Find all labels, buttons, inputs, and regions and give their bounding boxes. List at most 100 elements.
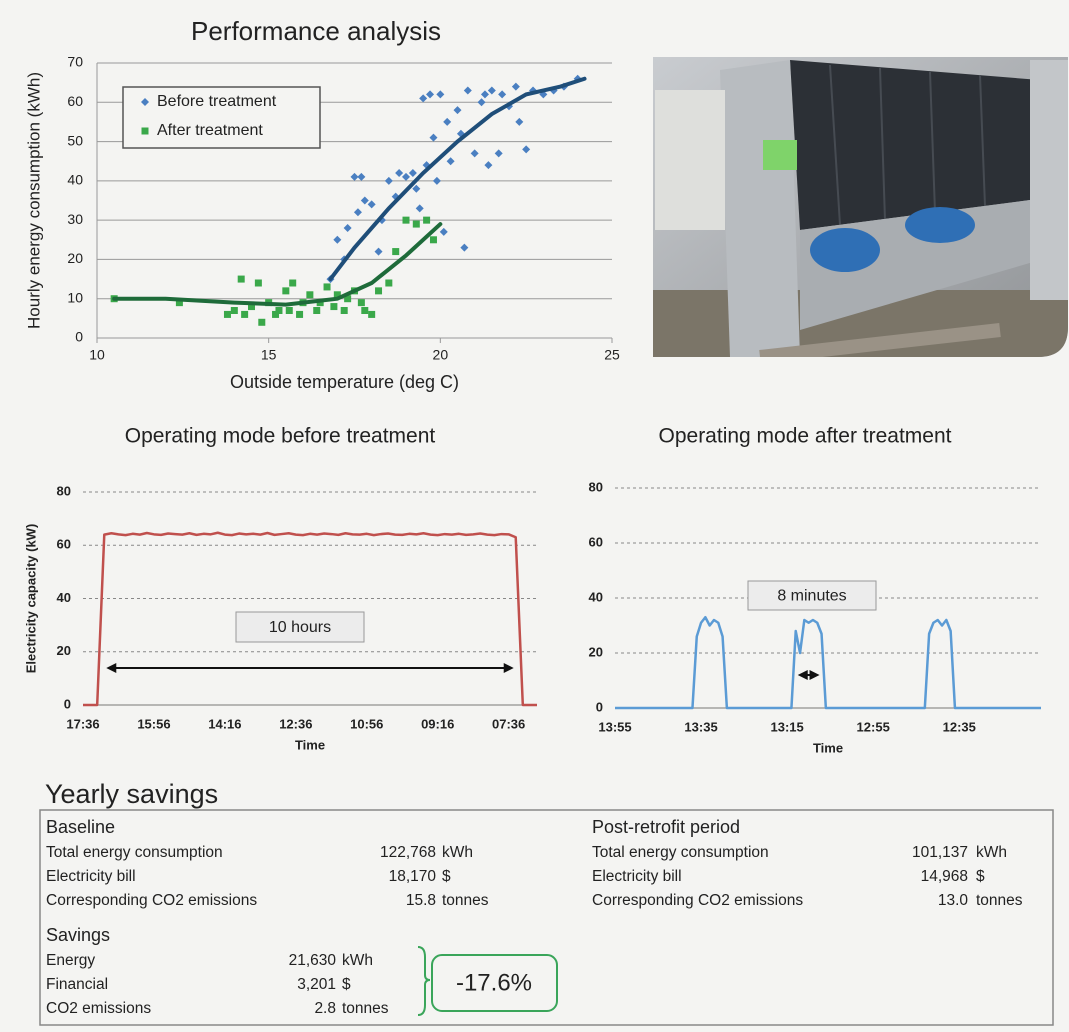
y-tick-label: 40 <box>589 589 603 604</box>
y-tick-label: 0 <box>596 699 603 714</box>
row-value: 18,170 <box>389 868 437 885</box>
x-tick-label: 12:55 <box>857 719 890 734</box>
point <box>375 287 382 294</box>
point <box>231 307 238 314</box>
row-unit: $ <box>442 868 451 885</box>
y-tick-label: 40 <box>67 172 83 188</box>
row-label: Total energy consumption <box>46 844 223 861</box>
x-tick-label: 12:36 <box>279 716 312 731</box>
legend-marker <box>142 128 149 135</box>
chart-title: Operating mode after treatment <box>659 425 952 448</box>
y-tick-label: 20 <box>589 644 603 659</box>
point <box>306 291 313 298</box>
row-label: Corresponding CO2 emissions <box>592 892 803 909</box>
row-value: 2.8 <box>314 1000 336 1017</box>
y-tick-label: 60 <box>57 537 71 552</box>
point <box>324 283 331 290</box>
y-tick-label: 30 <box>67 211 83 227</box>
point <box>413 221 420 228</box>
point <box>430 236 437 243</box>
point <box>289 280 296 287</box>
x-axis-label: Outside temperature (deg C) <box>230 372 459 392</box>
row-value: 13.0 <box>938 892 969 909</box>
point <box>423 217 430 224</box>
row-label: Total energy consumption <box>592 844 769 861</box>
point <box>403 217 410 224</box>
x-tick-label: 07:36 <box>492 716 525 731</box>
annotation: 10 hours <box>269 619 331 636</box>
row-unit: tonnes <box>442 892 489 909</box>
y-tick-label: 20 <box>67 250 83 266</box>
row-label: Energy <box>46 952 95 969</box>
chart-title: Performance analysis <box>191 16 441 46</box>
row-unit: kWh <box>442 844 473 861</box>
section-heading: Savings <box>46 925 110 945</box>
point <box>238 276 245 283</box>
section-heading: Baseline <box>46 817 115 837</box>
y-tick-label: 10 <box>67 289 83 305</box>
y-tick-label: 60 <box>67 93 83 109</box>
point <box>286 307 293 314</box>
row-value: 122,768 <box>380 844 436 861</box>
point <box>275 307 282 314</box>
y-tick-label: 0 <box>64 696 71 711</box>
y-axis-label: Electricity capacity (kW) <box>23 524 38 674</box>
photo <box>653 57 1068 357</box>
y-tick-label: 50 <box>67 132 83 148</box>
x-tick-label: 25 <box>604 347 620 363</box>
row-value: 21,630 <box>289 952 337 969</box>
x-tick-label: 14:16 <box>208 716 241 731</box>
point <box>258 319 265 326</box>
x-tick-label: 15 <box>261 347 277 363</box>
y-tick-label: 80 <box>57 483 71 498</box>
x-tick-label: 17:36 <box>66 716 99 731</box>
savings-title: Yearly savings <box>45 779 218 809</box>
y-axis-label: Hourly energy consumption (kWh) <box>24 72 43 329</box>
point <box>224 311 231 318</box>
point <box>282 287 289 294</box>
x-tick-label: 13:15 <box>770 719 803 734</box>
point <box>358 299 365 306</box>
x-tick-label: 12:35 <box>943 719 976 734</box>
row-value: 14,968 <box>921 868 968 885</box>
point <box>296 311 303 318</box>
point <box>385 280 392 287</box>
row-unit: kWh <box>976 844 1007 861</box>
point <box>341 307 348 314</box>
point <box>361 307 368 314</box>
y-tick-label: 20 <box>57 643 71 658</box>
row-label: Financial <box>46 976 108 993</box>
chart-title: Operating mode before treatment <box>125 425 436 448</box>
row-label: Electricity bill <box>46 868 136 885</box>
point <box>392 248 399 255</box>
point <box>368 311 375 318</box>
point <box>255 280 262 287</box>
x-tick-label: 20 <box>433 347 449 363</box>
row-unit: tonnes <box>976 892 1023 909</box>
y-tick-label: 60 <box>589 534 603 549</box>
point <box>313 307 320 314</box>
x-tick-label: 10 <box>89 347 105 363</box>
x-axis-label: Time <box>813 740 843 755</box>
row-label: Electricity bill <box>592 868 682 885</box>
x-tick-label: 15:56 <box>137 716 170 731</box>
y-tick-label: 70 <box>67 54 83 70</box>
row-unit: kWh <box>342 952 373 969</box>
row-value: 101,137 <box>912 844 968 861</box>
x-tick-label: 09:16 <box>421 716 454 731</box>
row-label: Corresponding CO2 emissions <box>46 892 257 909</box>
row-value: 3,201 <box>297 976 336 993</box>
row-label: CO2 emissions <box>46 1000 151 1017</box>
x-axis-label: Time <box>295 737 325 752</box>
x-tick-label: 10:56 <box>350 716 383 731</box>
y-tick-label: 0 <box>75 329 83 345</box>
point <box>330 303 337 310</box>
y-tick-label: 80 <box>589 479 603 494</box>
row-value: 15.8 <box>406 892 436 909</box>
page: Performance analysis 0 10 20 30 40 50 60 70 10 15 2… <box>0 0 1069 1032</box>
legend-label: Before treatment <box>157 93 277 110</box>
legend-label: After treatment <box>157 122 263 139</box>
x-tick-label: 13:35 <box>684 719 717 734</box>
row-unit: tonnes <box>342 1000 389 1017</box>
row-unit: $ <box>342 976 351 993</box>
